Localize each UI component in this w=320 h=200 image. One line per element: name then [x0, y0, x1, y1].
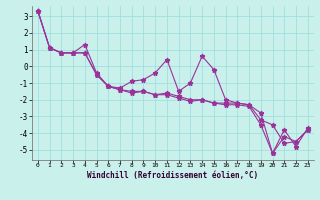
X-axis label: Windchill (Refroidissement éolien,°C): Windchill (Refroidissement éolien,°C) — [87, 171, 258, 180]
